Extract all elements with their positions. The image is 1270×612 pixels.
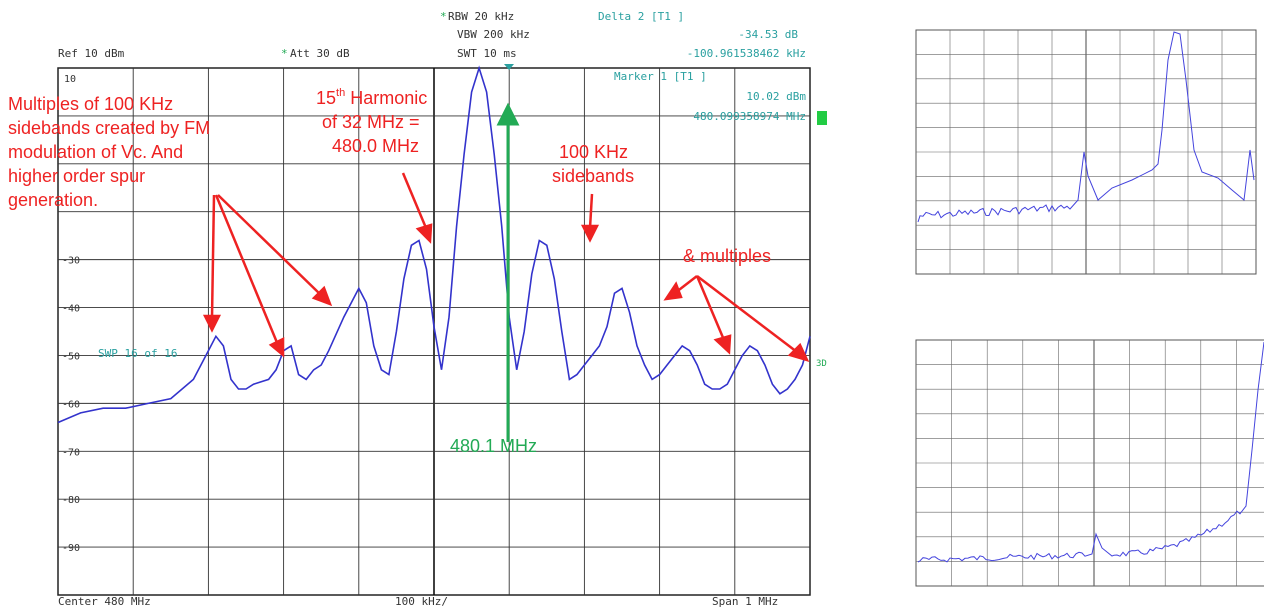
marker-title: Marker 1 [T1 ] — [614, 70, 707, 83]
annotation-sidebands-2: sidebands — [552, 166, 634, 186]
att-marker: * — [281, 47, 288, 60]
annotation-and-multiples: & multiples — [683, 246, 771, 266]
marker-dbm: 10.02 dBm — [746, 90, 806, 103]
annotation-multiples-4: higher order spur — [8, 166, 145, 186]
main-spectrum-chart: -30 -40 -50 -60 -70 -80 -90 RBW 20 kHz * VBW 2… — [0, 0, 860, 612]
rbw-readout: RBW 20 kHz — [448, 10, 514, 23]
annotation-harmonic-3: of 32 MHz = — [322, 112, 420, 132]
marker-indicator — [817, 111, 827, 125]
thumbnail-spectrum-top — [902, 0, 1264, 290]
footer-per-div: 100 kHz/ — [395, 595, 448, 608]
delta-title: Delta 2 [T1 ] — [598, 10, 684, 23]
edge-label: 3D — [816, 359, 827, 369]
footer-span: Span 1 MHz — [712, 595, 778, 608]
y-tick-label: -70 — [62, 447, 80, 458]
y-top-label: 10 — [64, 74, 76, 85]
y-tick-label: -30 — [62, 256, 80, 267]
rbw-marker: * — [440, 10, 447, 23]
annotation-harmonic-1: 15th Harmonic — [316, 87, 427, 108]
vbw-readout: VBW 200 kHz — [457, 28, 530, 41]
y-tick-label: -50 — [62, 351, 80, 362]
annotation-multiples-5: generation. — [8, 190, 98, 210]
y-tick-label: -40 — [62, 304, 80, 315]
y-tick-label: -90 — [62, 543, 80, 554]
swt-readout: SWT 10 ms — [457, 47, 517, 60]
annotation-multiples-2: sidebands created by FM — [8, 118, 210, 138]
annotation-carrier: 480.1 MHz — [450, 436, 537, 456]
att-readout: Att 30 dB — [290, 47, 350, 60]
thumbnail-spectrum-bottom — [902, 310, 1264, 610]
delta-freq: -100.961538462 kHz — [687, 47, 806, 60]
footer-center: Center 480 MHz — [58, 595, 151, 608]
annotation-sidebands-1: 100 KHz — [559, 142, 628, 162]
carrier-arrow — [499, 106, 517, 442]
y-tick-label: -80 — [62, 495, 80, 506]
annotation-multiples-1: Multiples of 100 KHz — [8, 94, 173, 114]
marker-triangle — [504, 64, 514, 70]
annotation-multiples-3: modulation of Vc. And — [8, 142, 183, 162]
annotation-arrows — [205, 173, 807, 360]
ref-readout: Ref 10 dBm — [58, 47, 125, 60]
annotations: Multiples of 100 KHz sidebands created b… — [8, 87, 807, 456]
main-y-tick-labels: -30 -40 -50 -60 -70 -80 -90 — [62, 256, 80, 554]
y-tick-label: -60 — [62, 399, 80, 410]
annotation-harmonic-4: 480.0 MHz — [332, 136, 419, 156]
delta-db: -34.53 dB — [738, 28, 798, 41]
marker-freq: 480.099358974 MHz — [693, 110, 806, 123]
swp-readout: SWP 16 of 16 — [98, 347, 177, 360]
